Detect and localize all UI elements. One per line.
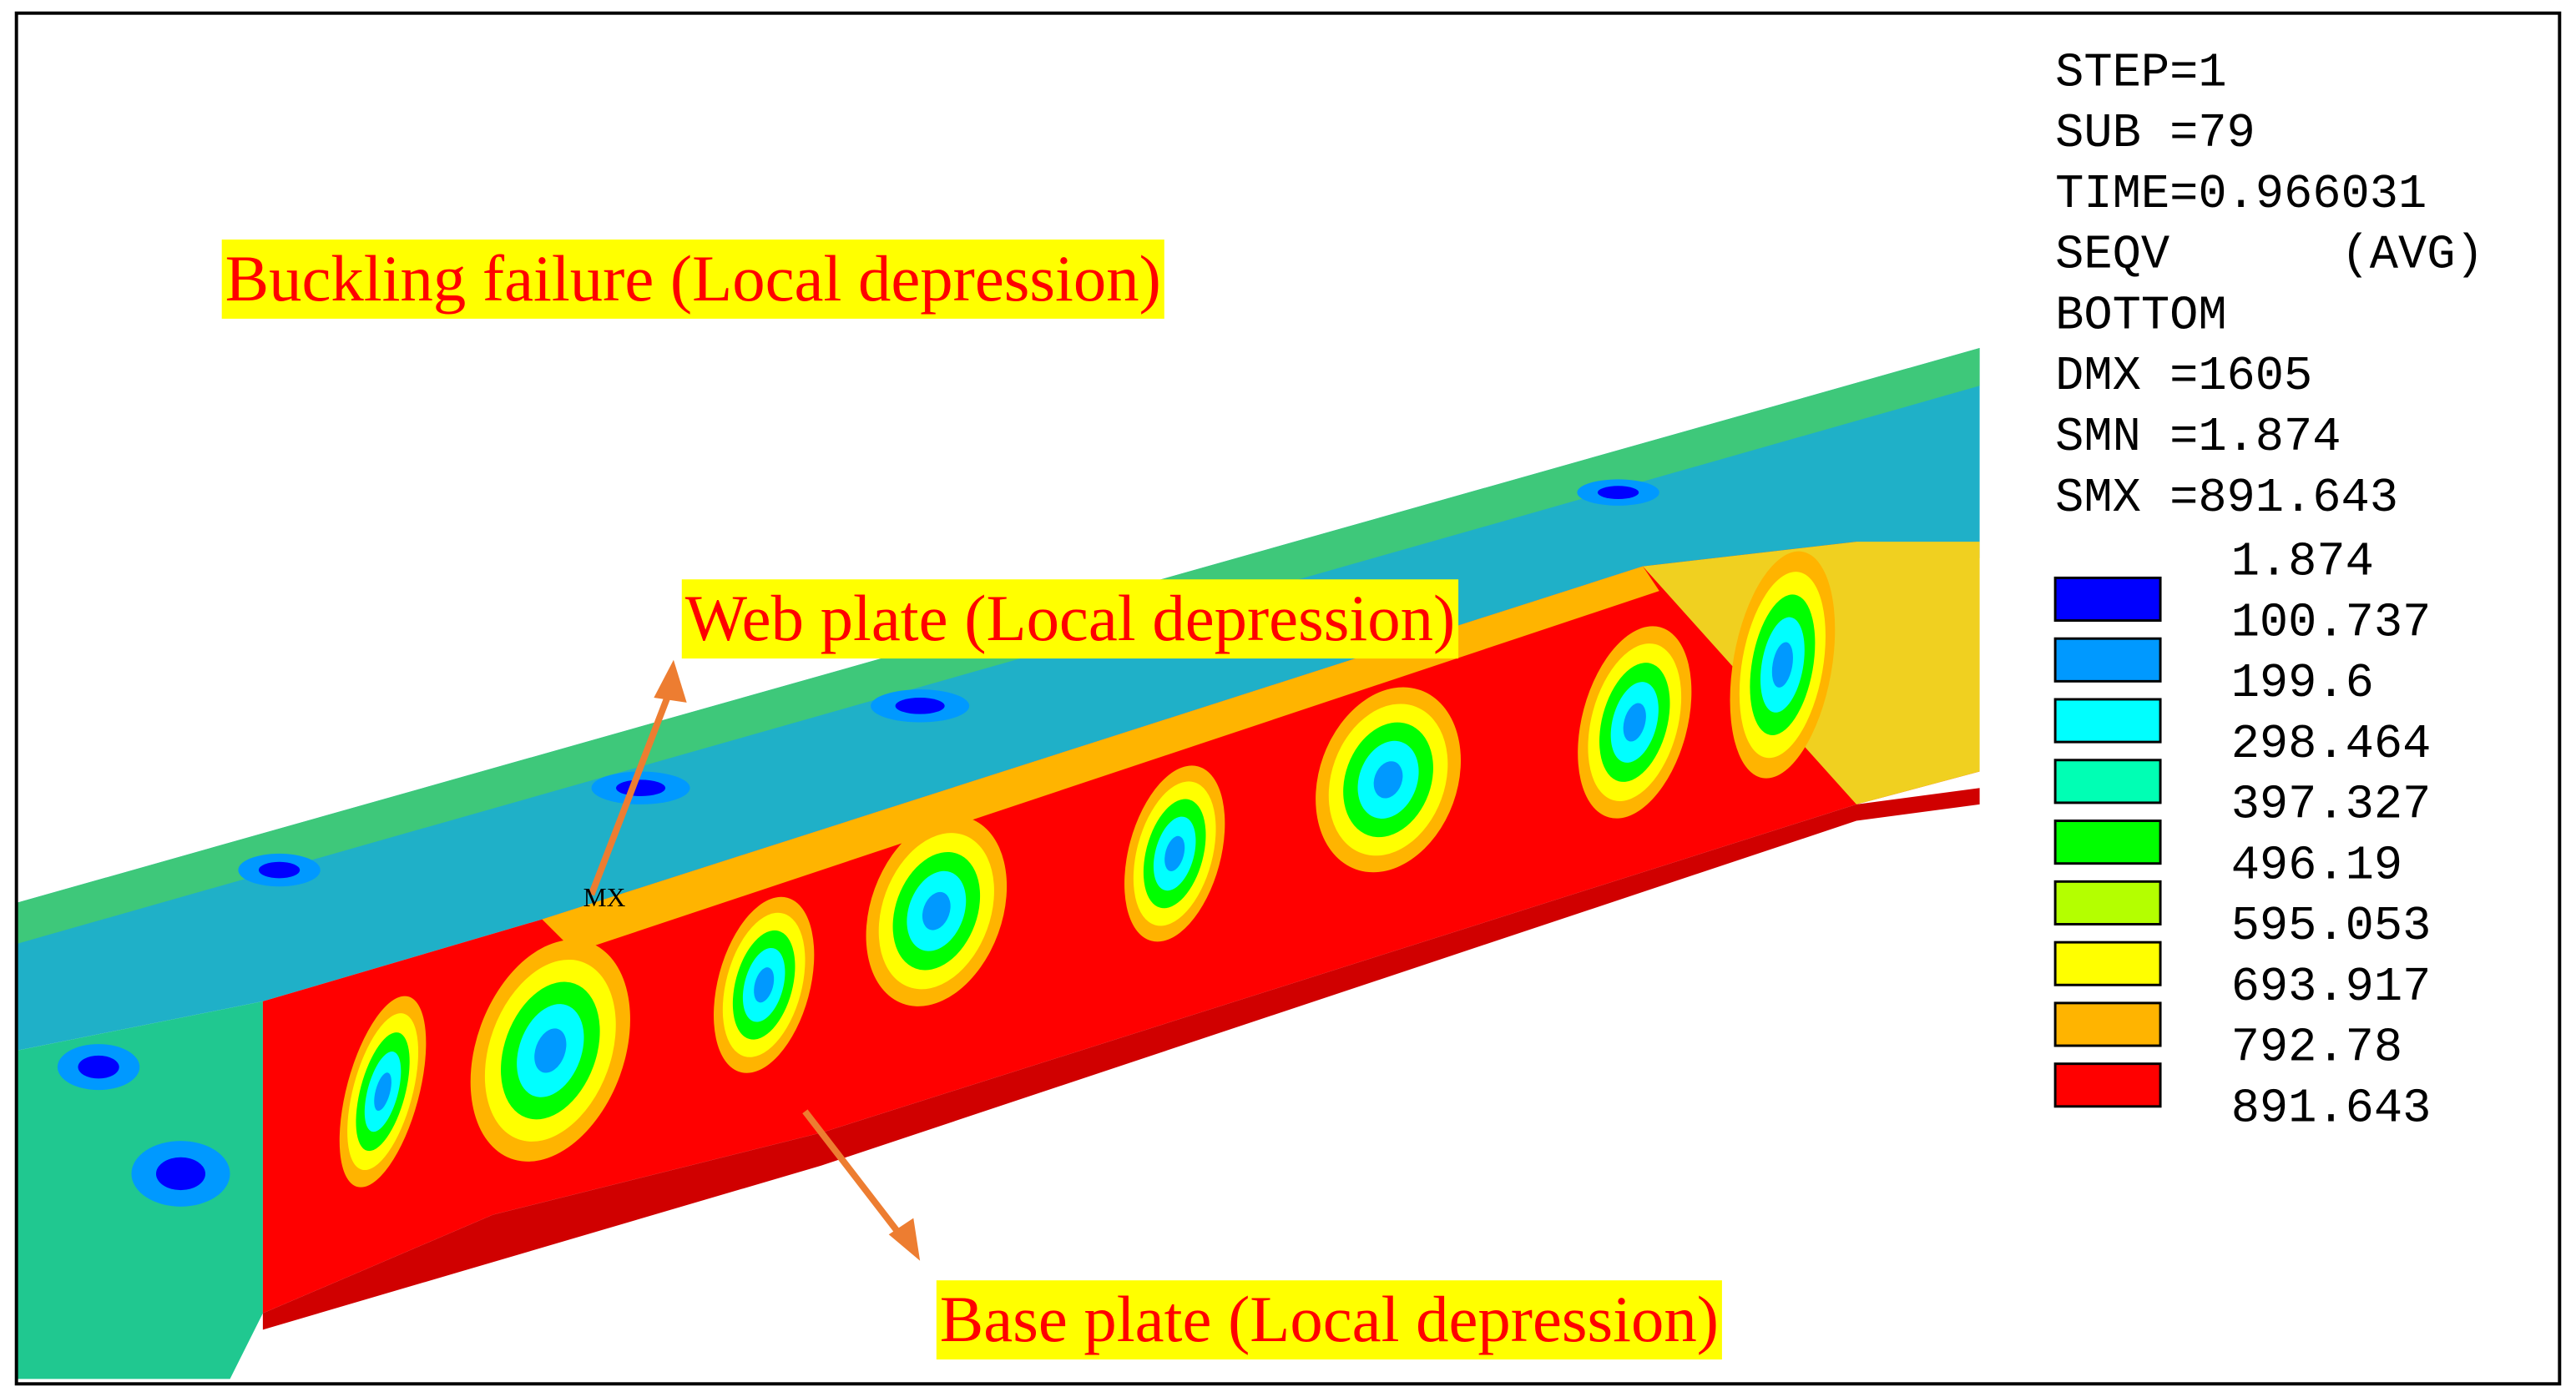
legend-level: 792.78	[2231, 1021, 2402, 1076]
legend-info: SUB =79	[2055, 107, 2255, 161]
legend-level: 595.053	[2231, 900, 2432, 954]
depressions	[57, 479, 1836, 1207]
contour	[155, 1157, 206, 1191]
legend-info: SMN =1.874	[2055, 411, 2341, 465]
legend-info: SMX =891.643	[2055, 472, 2398, 526]
arrows	[588, 659, 921, 1261]
node-label: MX	[583, 883, 626, 912]
legend-level: 891.643	[2231, 1082, 2432, 1137]
legend-swatch	[2053, 1062, 2162, 1108]
legend-swatch	[2053, 941, 2162, 986]
annotation-background	[681, 579, 1459, 659]
contour	[616, 779, 666, 797]
legend-level: 496.19	[2231, 839, 2402, 893]
legend-level: 100.737	[2231, 596, 2432, 650]
legend-swatch	[2053, 1001, 2162, 1047]
legend-info: SEQV (AVG)	[2055, 229, 2484, 283]
annotation: Buckling failure (Local depression)	[225, 243, 1161, 315]
contour	[534, 1028, 567, 1073]
legend-level: 298.464	[2231, 718, 2432, 772]
contour	[895, 698, 945, 714]
contour	[922, 891, 951, 930]
legend-info: TIME=0.966031	[2055, 168, 2427, 222]
annotation-background	[221, 240, 1164, 319]
legend-level: 397.327	[2231, 779, 2432, 833]
contour	[258, 861, 301, 879]
contour	[78, 1055, 119, 1079]
legend: STEP=1 SUB =79 TIME=0.966031 SEQV (AVG) BOTT…	[2053, 46, 2484, 1137]
contour	[1373, 761, 1403, 799]
legend-level: 693.917	[2231, 961, 2432, 1015]
contour	[374, 1072, 391, 1112]
legend-swatch	[2053, 820, 2162, 865]
legend-swatch	[2053, 637, 2162, 683]
legend-swatch	[2053, 698, 2162, 744]
annotations: Buckling failure (Local depression) Web p…	[221, 240, 1722, 1360]
contour	[1623, 703, 1646, 742]
annotation: Web plate (Local depression)	[685, 583, 1455, 655]
annotation: Base plate (Local depression)	[940, 1284, 1719, 1356]
legend-info: DMX =1605	[2055, 350, 2312, 404]
legend-level: 1.874	[2231, 535, 2374, 589]
contour	[1164, 835, 1185, 871]
annotation-background	[936, 1280, 1722, 1360]
legend-swatch	[2053, 759, 2162, 804]
legend-swatch	[2053, 576, 2162, 623]
legend-level: 199.6	[2231, 657, 2374, 711]
legend-swatch	[2053, 880, 2162, 925]
legend-info: STEP=1	[2055, 46, 2226, 100]
contour	[1771, 642, 1793, 688]
legend-info: BOTTOM	[2055, 289, 2226, 343]
contour	[1597, 486, 1639, 499]
contour	[754, 967, 775, 1003]
frame	[14, 11, 2562, 1386]
